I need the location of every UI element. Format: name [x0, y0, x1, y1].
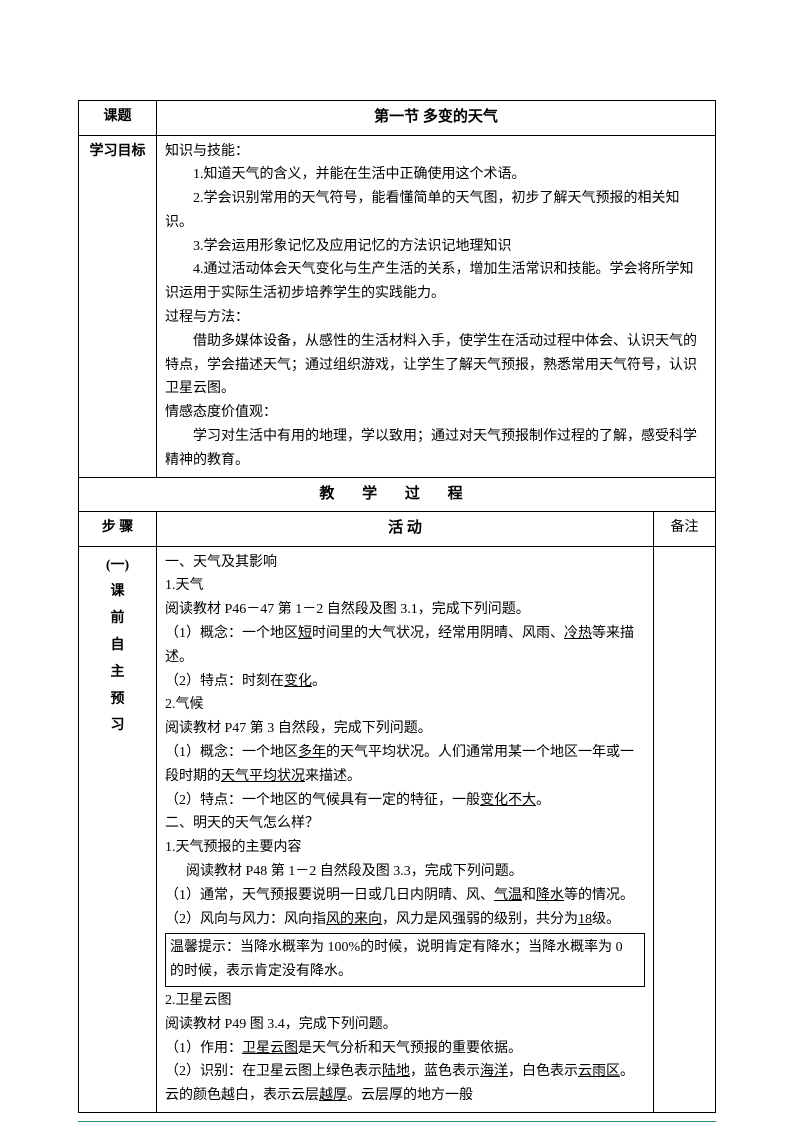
- reading-2: 阅读教材 P47 第 3 自然段，完成下列问题。: [165, 717, 645, 741]
- concept-climate: （1）概念：一个地区多年的天气平均状况。人们通常用某一个地区一年或一段时期的天气…: [165, 741, 645, 789]
- col-notes-header: 备注: [654, 512, 716, 547]
- step-char-2: 前: [87, 607, 148, 631]
- reading-1: 阅读教材 P46－47 第 1－2 自然段及图 3.1，完成下列问题。: [165, 598, 645, 622]
- reading-4: 阅读教材 P49 图 3.4，完成下列问题。: [165, 1013, 645, 1037]
- step-char-5: 预: [87, 688, 148, 712]
- footer-divider: [78, 1121, 716, 1122]
- topic-forecast: 1.天气预报的主要内容: [165, 836, 645, 860]
- knowledge-title: 知识与技能：: [165, 140, 707, 164]
- notes-cell: [654, 546, 716, 1112]
- satellite-identify: （2）识别：在卫星云图上绿色表示陆地，蓝色表示海洋，白色表示云雨区。云的颜色越白…: [165, 1060, 645, 1108]
- knowledge-item-3: 3.学会运用形象记忆及应用记忆的方法识记地理知识: [165, 235, 707, 259]
- col-activity-header: 活 动: [157, 512, 654, 547]
- process-content: 借助多媒体设备，从感性的生活材料入手，使学生在活动过程中体会、认识天气的特点，学…: [165, 330, 707, 401]
- heading-1: 一、天气及其影响: [165, 551, 645, 575]
- attitude-content: 学习对生活中有用的地理，学以致用；通过对天气预报制作过程的了解，感受科学精神的教…: [165, 425, 707, 473]
- col-step-header: 步 骤: [79, 512, 157, 547]
- step-one-label: (一) 课 前 自 主 预 习: [79, 546, 157, 1112]
- step-char-4: 主: [87, 661, 148, 685]
- step-char-1: 课: [87, 580, 148, 604]
- satellite-use: （1）作用：卫星云图是天气分析和天气预报的重要依据。: [165, 1037, 645, 1061]
- heading-2: 二、明天的天气怎么样？: [165, 812, 645, 836]
- knowledge-item-1: 1.知道天气的含义，并能在生活中正确使用这个术语。: [165, 163, 707, 187]
- attitude-title: 情感态度价值观：: [165, 401, 707, 425]
- reading-3: 阅读教材 P48 第 1－2 自然段及图 3.3，完成下列问题。: [165, 860, 645, 884]
- topic-weather: 1.天气: [165, 574, 645, 598]
- tip-box: 温馨提示：当降水概率为 100%的时候，说明肯定有降水；当降水概率为 0 的时候…: [165, 933, 645, 987]
- lesson-plan-table: 课题 第一节 多变的天气 学习目标 知识与技能： 1.知道天气的含义，并能在生活…: [78, 100, 716, 1113]
- teaching-process-header: 教 学 过 程: [79, 477, 716, 512]
- step-char-6: 习: [87, 714, 148, 738]
- feature-weather: （2）特点：时刻在变化。: [165, 670, 645, 694]
- topic-label: 课题: [79, 101, 157, 136]
- activity-content: 一、天气及其影响 1.天气 阅读教材 P46－47 第 1－2 自然段及图 3.…: [157, 546, 654, 1112]
- step-char-3: 自: [87, 634, 148, 658]
- process-title: 过程与方法：: [165, 306, 707, 330]
- topic-title: 第一节 多变的天气: [157, 101, 716, 136]
- step-number: (一): [87, 554, 148, 578]
- feature-climate: （2）特点：一个地区的气候具有一定的特征，一般变化不大。: [165, 789, 645, 813]
- knowledge-item-4: 4.通过活动体会天气变化与生产生活的关系，增加生活常识和技能。学会将所学知识运用…: [165, 258, 707, 306]
- wind-info: （2）风向与风力：风向指风的来向，风力是风强弱的级别，共分为18级。: [165, 908, 645, 932]
- topic-satellite: 2.卫星云图: [165, 989, 645, 1013]
- concept-weather: （1）概念：一个地区短时间里的大气状况，经常用阴晴、风雨、冷热等来描述。: [165, 622, 645, 670]
- topic-climate: 2.气候: [165, 693, 645, 717]
- objectives-label: 学习目标: [79, 135, 157, 477]
- objectives-content: 知识与技能： 1.知道天气的含义，并能在生活中正确使用这个术语。 2.学会识别常…: [157, 135, 716, 477]
- knowledge-item-2: 2.学会识别常用的天气符号，能看懂简单的天气图，初步了解天气预报的相关知识。: [165, 187, 707, 235]
- forecast-content: （1）通常，天气预报要说明一日或几日内阴晴、风、气温和降水等的情况。: [165, 884, 645, 908]
